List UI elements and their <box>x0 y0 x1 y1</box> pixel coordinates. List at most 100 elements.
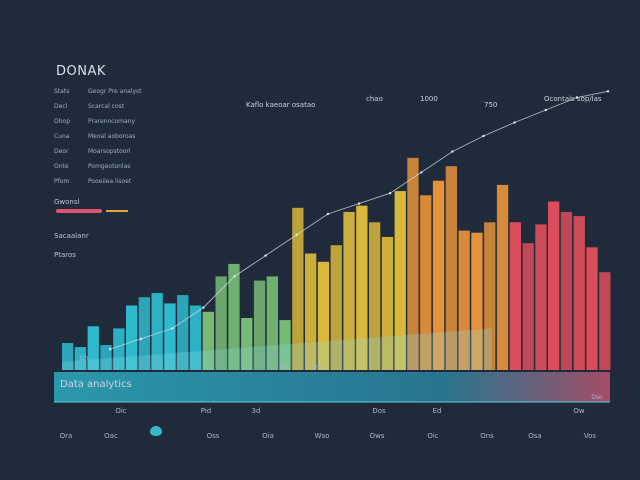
side-label: Ptaros <box>54 251 76 259</box>
baseline-band <box>54 372 610 402</box>
bar <box>113 328 125 370</box>
legend-item: Ohop Prarenocomany <box>54 118 136 125</box>
line-point <box>544 108 547 112</box>
bar <box>458 230 470 370</box>
x-tick-label: Pid <box>200 407 212 415</box>
mid-label: Ors <box>310 364 322 371</box>
x-label: Ora <box>59 432 73 440</box>
x-tick-label: Dos <box>372 407 386 415</box>
bar <box>189 305 202 370</box>
x-label: Ons <box>480 432 494 440</box>
line-point <box>575 96 579 99</box>
bar <box>317 261 330 370</box>
x-label: Ows <box>369 432 385 440</box>
bar <box>292 207 304 370</box>
mid-label: Dso <box>591 394 603 401</box>
line-point <box>264 254 267 257</box>
bar <box>394 191 406 370</box>
x-label: Oac <box>104 432 118 440</box>
x-label: Osa <box>528 432 542 440</box>
line-point <box>139 337 143 340</box>
x-label: Oic <box>427 432 439 440</box>
legend-item: Stats Geogr Pre analyst <box>54 88 142 95</box>
bar <box>522 243 534 370</box>
chart-title: DONAK <box>56 64 106 79</box>
line-point <box>326 212 330 216</box>
line-point <box>388 192 392 195</box>
bar <box>471 232 483 370</box>
line-point <box>451 150 454 153</box>
side-label: Sacaalanr <box>54 232 89 240</box>
bar <box>509 222 521 370</box>
bar <box>573 216 585 370</box>
line-point <box>357 202 361 205</box>
top-label: 750 <box>484 101 498 109</box>
x-label: Vos <box>583 432 597 440</box>
bar <box>241 318 253 370</box>
bar <box>126 305 138 370</box>
bar <box>586 247 598 370</box>
bar <box>369 222 381 370</box>
mid-label: Ore <box>279 364 291 371</box>
bar <box>381 236 394 370</box>
area-series <box>62 328 492 370</box>
bar <box>496 184 509 370</box>
bar <box>266 276 278 370</box>
top-label: chao <box>366 95 383 103</box>
bar <box>330 245 342 370</box>
bar <box>305 253 317 370</box>
bar <box>560 211 573 370</box>
x-tick-label: Ow <box>573 407 585 415</box>
bar <box>138 297 150 370</box>
legend-item: Deor Moarsopstoorl <box>54 148 131 155</box>
bar <box>279 320 291 370</box>
line-point <box>171 327 174 330</box>
x-label: Oia <box>262 432 274 440</box>
x-tick-label: 3d <box>251 407 261 415</box>
legend-item: Pfom Pooeilea lisoet <box>54 178 132 185</box>
bar <box>432 180 445 370</box>
side-label: Gwonsl <box>54 198 80 206</box>
bar <box>177 295 189 370</box>
side-indicator <box>106 210 128 212</box>
chart-subtitle: Data analytics <box>60 379 132 390</box>
line-point <box>606 90 610 93</box>
shield-icon <box>150 426 162 436</box>
bar <box>215 276 227 370</box>
legend-item: Onte Pomgeotonlas <box>54 163 131 170</box>
line-point <box>108 348 112 351</box>
bar <box>548 201 560 370</box>
x-label: Wso <box>314 432 330 440</box>
line-point <box>420 171 423 174</box>
line-point <box>233 275 236 278</box>
side-indicator <box>56 209 102 213</box>
line-point <box>482 134 485 138</box>
line-point <box>513 121 516 124</box>
mid-label: Oh <box>79 355 89 362</box>
bar <box>87 326 99 370</box>
bar <box>484 222 496 370</box>
legend-item: Cuna Meoal aoboroas <box>54 133 136 140</box>
bar <box>420 195 432 370</box>
bar <box>74 347 87 370</box>
bar <box>445 166 457 370</box>
x-tick-label: Ed <box>432 407 442 415</box>
line-point <box>295 233 298 236</box>
bar <box>343 211 355 370</box>
bar <box>535 224 547 370</box>
bar <box>164 303 176 370</box>
bar <box>100 345 112 370</box>
bar <box>253 280 266 370</box>
bar <box>151 293 163 370</box>
bar <box>356 205 368 370</box>
bar <box>62 343 74 370</box>
x-label: Oss <box>206 432 220 440</box>
legend: Stats Geogr Pre analyst Decl Scarcal cost … <box>54 84 224 189</box>
bar <box>202 311 214 370</box>
line-point <box>202 306 205 309</box>
bar <box>599 272 611 370</box>
legend-item: Decl Scarcal cost <box>54 103 125 110</box>
x-tick-label: Oic <box>115 407 127 415</box>
